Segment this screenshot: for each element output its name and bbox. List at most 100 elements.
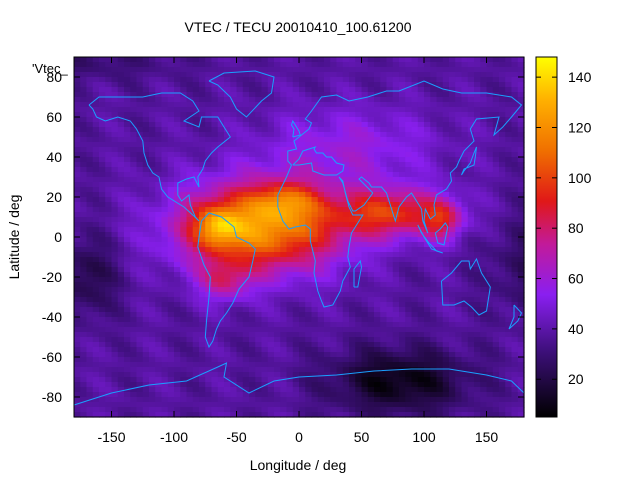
heatmap-cell [292,392,300,398]
heatmap-cell [292,252,300,258]
heatmap-cell [261,262,269,268]
heatmap-cell [236,162,244,168]
heatmap-cell [186,77,194,83]
heatmap-cell [217,172,225,178]
heatmap-cell [92,192,100,198]
heatmap-cell [517,297,525,303]
heatmap-cell [86,187,94,193]
heatmap-cell [424,307,431,313]
heatmap-cell [74,237,81,243]
heatmap-cell [517,212,525,218]
heatmap-cell [411,312,419,318]
heatmap-cell [261,167,269,173]
heatmap-cell [217,357,225,363]
heatmap-cell [505,327,513,333]
heatmap-cell [467,192,475,198]
heatmap-cell [236,367,244,373]
heatmap-cell [380,182,388,188]
heatmap-cell [230,257,238,263]
heatmap-cell [424,67,431,73]
heatmap-cell [180,242,188,248]
heatmap-cell [274,132,281,138]
heatmap-cell [236,187,244,193]
heatmap-cell [511,337,519,343]
heatmap-cell [474,372,481,378]
heatmap-cell [99,367,106,373]
heatmap-cell [117,247,125,253]
heatmap-cell [130,77,138,83]
heatmap-cell [361,367,369,373]
heatmap-cell [186,107,194,113]
heatmap-cell [217,67,225,73]
heatmap-cell [467,97,475,103]
heatmap-cell [480,72,488,78]
heatmap-cell [130,97,138,103]
heatmap-cell [461,62,469,68]
heatmap-cell [192,402,200,408]
heatmap-cell [249,102,256,108]
heatmap-cell [342,227,350,233]
heatmap-cell [361,152,369,158]
heatmap-cell [280,352,288,358]
heatmap-cell [274,77,281,83]
heatmap-cell [124,252,131,258]
heatmap-cell [374,217,381,223]
heatmap-cell [105,77,113,83]
heatmap-cell [417,187,425,193]
heatmap-cell [405,232,413,238]
heatmap-cell [161,147,169,153]
heatmap-cell [130,347,138,353]
heatmap-cell [199,237,206,243]
heatmap-cell [261,322,269,328]
heatmap-cell [261,137,269,143]
heatmap-cell [274,377,281,383]
heatmap-cell [280,342,288,348]
heatmap-cell [449,147,456,153]
heatmap-cell [367,202,375,208]
heatmap-cell [317,227,325,233]
heatmap-cell [299,297,306,303]
heatmap-cell [217,287,225,293]
heatmap-cell [474,82,481,88]
heatmap-cell [436,117,444,123]
heatmap-cell [180,212,188,218]
heatmap-cell [486,307,494,313]
heatmap-cell [474,397,481,403]
heatmap-cell [186,217,194,223]
heatmap-cell [267,262,275,268]
heatmap-cell [86,237,94,243]
heatmap-cell [117,167,125,173]
heatmap-cell [517,347,525,353]
heatmap-cell [274,57,281,63]
heatmap-cell [186,327,194,333]
heatmap-cell [74,92,81,98]
heatmap-cell [192,327,200,333]
heatmap-cell [411,317,419,323]
heatmap-cell [517,277,525,283]
heatmap-cell [155,242,163,248]
heatmap-cell [286,227,294,233]
heatmap-cell [399,392,406,398]
heatmap-cell [411,232,419,238]
heatmap-cell [417,137,425,143]
heatmap-cell [199,362,206,368]
heatmap-cell [299,72,306,78]
heatmap-cell [74,307,81,313]
heatmap-cell [74,357,81,363]
heatmap-cell [299,337,306,343]
heatmap-cell [342,177,350,183]
heatmap-cell [255,67,263,73]
heatmap-cell [261,317,269,323]
heatmap-cell [405,267,413,273]
heatmap-cell [155,132,163,138]
heatmap-cell [230,167,238,173]
heatmap-cell [111,202,119,208]
heatmap-cell [286,157,294,163]
heatmap-cell [361,247,369,253]
heatmap-cell [161,92,169,98]
heatmap-cell [405,357,413,363]
heatmap-cell [99,392,106,398]
heatmap-cell [180,132,188,138]
heatmap-cell [424,337,431,343]
heatmap-cell [442,212,450,218]
